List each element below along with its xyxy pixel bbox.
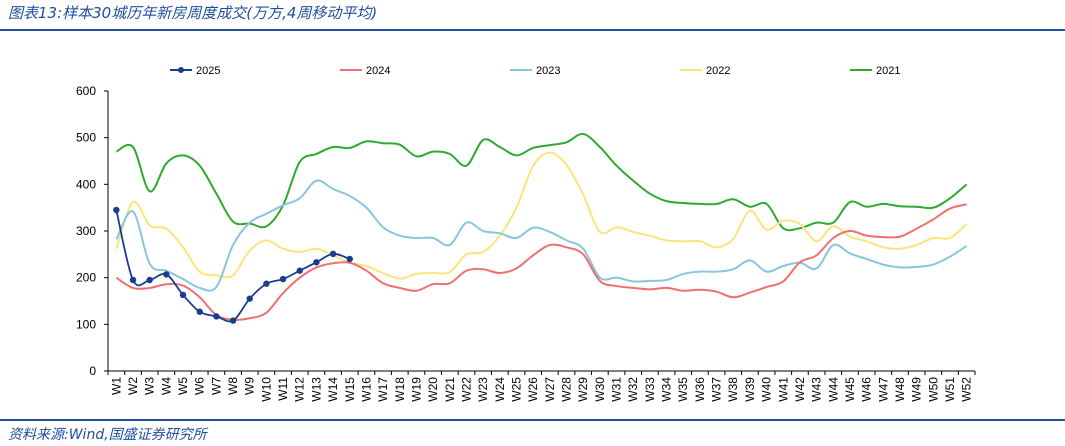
y-tick-label: 300 (76, 224, 96, 238)
x-tick-label: W42 (793, 377, 807, 402)
y-tick-label: 200 (76, 271, 96, 285)
x-tick-label: W27 (543, 377, 557, 402)
series-group (113, 132, 968, 324)
data-point-2025 (196, 308, 203, 315)
data-point-2025 (113, 206, 120, 214)
x-tick-label: W18 (393, 377, 407, 402)
bottom-rule (0, 419, 1065, 421)
y-tick-label: 100 (76, 317, 96, 331)
x-tick-label: W36 (693, 377, 707, 402)
x-tick-label: W21 (443, 377, 457, 402)
x-tick-label: W43 (810, 377, 824, 402)
x-tick-label: W48 (893, 377, 907, 402)
x-axis: W1 W2 W3 W4 W5 W6 W7 W8 W9 W10 W11 W12 W13 W14 W15 W16 W… (107, 370, 976, 402)
data-point-2025 (346, 255, 353, 263)
y-tick-label: 600 (76, 84, 96, 98)
series-line-2023 (115, 179, 968, 292)
y-tick-label: 0 (89, 364, 96, 378)
y-tick-label: 400 (76, 177, 96, 191)
data-point-2025 (296, 267, 303, 274)
x-tick-label: W28 (560, 377, 574, 402)
x-tick-label: W26 (526, 377, 540, 402)
x-tick-label: W47 (876, 377, 890, 402)
x-tick-label: W1 (109, 377, 123, 395)
x-tick-label: W25 (509, 377, 523, 402)
series-line-2024 (115, 203, 967, 321)
legend-label-2025: 2025 (196, 65, 220, 77)
x-tick-label: W15 (343, 377, 357, 402)
x-tick-label: W4 (159, 377, 173, 395)
x-tick-label: W40 (760, 377, 774, 402)
x-tick-label: W16 (359, 377, 373, 402)
x-tick-label: W8 (226, 377, 240, 395)
data-point-2025 (213, 313, 220, 320)
series-line-2021 (115, 132, 968, 232)
data-point-2025 (279, 275, 287, 283)
data-point-2025 (129, 276, 137, 284)
x-tick-label: W11 (276, 377, 290, 401)
data-point-2025 (313, 259, 320, 266)
x-tick-label: W39 (743, 377, 757, 402)
x-tick-label: W51 (943, 377, 957, 402)
legend-label-2024: 2024 (366, 65, 390, 77)
x-tick-label: W3 (143, 377, 157, 395)
legend-marker-2025 (178, 67, 184, 73)
x-tick-label: W33 (643, 377, 657, 402)
x-tick-label: W19 (409, 377, 423, 402)
x-tick-label: W32 (626, 377, 640, 402)
data-point-2025 (329, 250, 337, 258)
data-point-2025 (179, 291, 187, 299)
x-tick-label: W5 (176, 377, 190, 395)
data-point-2025 (146, 276, 153, 284)
x-tick-label: W6 (193, 377, 207, 395)
legend: 2025 2024 2023 2022 2021 (170, 65, 900, 77)
x-tick-label: W45 (843, 377, 857, 402)
x-tick-label: W30 (593, 377, 607, 402)
x-tick-label: W38 (726, 377, 740, 402)
x-tick-label: W50 (926, 377, 940, 402)
x-tick-label: W31 (610, 377, 624, 402)
chart-title: 图表13:样本30城历年新房周度成交(万方,4周移动平均) (8, 4, 378, 22)
top-rule (0, 29, 1065, 31)
x-tick-label: W20 (426, 377, 440, 402)
y-axis: 0 100 200 300 400 500 600 (76, 84, 109, 378)
x-tick-label: W46 (860, 377, 874, 402)
x-tick-label: W12 (293, 377, 307, 402)
legend-label-2022: 2022 (706, 65, 730, 77)
legend-label-2021: 2021 (876, 65, 900, 77)
x-tick-label: W7 (209, 377, 223, 395)
data-point-2025 (163, 271, 170, 278)
x-tick-label: W44 (826, 377, 840, 402)
x-tick-label: W49 (910, 377, 924, 402)
x-tick-label: W37 (710, 377, 724, 402)
x-tick-label: W52 (960, 377, 974, 402)
x-tick-label: W14 (326, 377, 340, 402)
data-point-2025 (263, 280, 270, 287)
x-tick-label: W22 (459, 377, 473, 402)
x-tick-label: W10 (259, 377, 273, 402)
x-tick-label: W23 (476, 377, 490, 402)
series-line-2022 (115, 151, 968, 280)
x-tick-label: W41 (776, 377, 790, 402)
x-tick-label: W2 (126, 377, 140, 395)
data-point-2025 (246, 295, 253, 302)
legend-label-2023: 2023 (536, 65, 560, 77)
x-tick-label: W29 (576, 377, 590, 402)
x-tick-label: W35 (676, 377, 690, 402)
x-tick-label: W34 (660, 377, 674, 402)
y-tick-label: 500 (76, 131, 96, 145)
x-tick-label: W9 (243, 377, 257, 395)
x-tick-label: W13 (309, 377, 323, 402)
x-tick-label: W17 (376, 377, 390, 402)
source-note: 资料来源:Wind,国盛证券研究所 (8, 427, 207, 443)
x-tick-label: W24 (493, 377, 507, 402)
data-point-2025 (229, 317, 237, 324)
